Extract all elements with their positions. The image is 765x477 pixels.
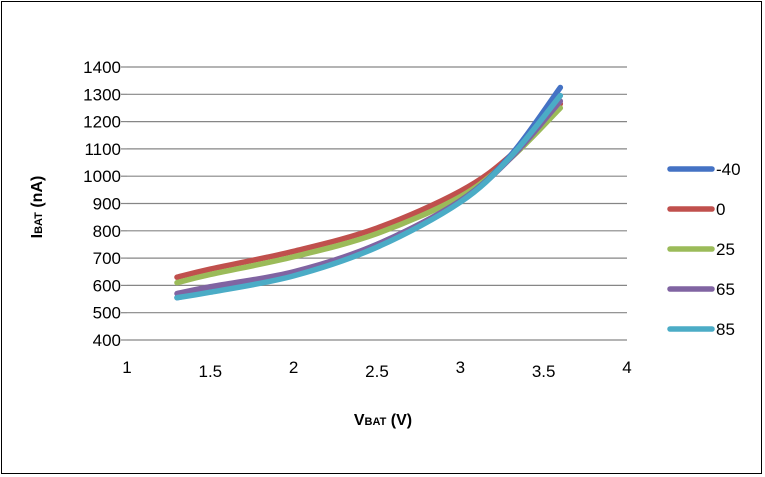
y-tick-label-700: 700 [93, 249, 121, 268]
y-tick-label-900: 900 [93, 195, 121, 214]
y-tick-label-600: 600 [93, 276, 121, 295]
legend-label-4: 85 [716, 320, 735, 339]
legend-label-0: -40 [716, 160, 741, 179]
x-tick-label-4: 3 [456, 358, 465, 377]
x-tick-label-2: 2 [289, 358, 298, 377]
x-axis-label: VBAT (V) [354, 412, 412, 429]
x-tick-label-6: 4 [622, 358, 631, 377]
series-line-4 [174, 92, 564, 301]
series-line-2 [174, 105, 564, 286]
y-tick-label-1100: 1100 [84, 140, 121, 159]
legend-label-2: 25 [716, 240, 735, 259]
y-axis-ticks: 400 500 600 700 800 900 1000 1100 1200 1300 1400 [83, 58, 121, 350]
y-tick-label-1200: 1200 [83, 113, 121, 132]
y-tick-label-1300: 1300 [83, 85, 121, 104]
y-tick-label-1400: 1400 [83, 58, 121, 77]
x-tick-label-1: 1.5 [199, 362, 223, 381]
legend: -40 0 25 65 85 [667, 160, 741, 339]
y-tick-label-1000: 1000 [83, 167, 121, 186]
x-tick-label-0: 1 [122, 358, 131, 377]
x-axis-ticks: 1 1.5 2 2.5 3 3.5 4 [122, 358, 631, 381]
x-tick-label-3: 2.5 [365, 362, 389, 381]
x-tick-label-5: 3.5 [532, 362, 556, 381]
y-tick-label-800: 800 [93, 222, 121, 241]
y-tick-label-400: 400 [93, 331, 121, 350]
y-axis-label: IBAT (nA) [29, 176, 46, 239]
legend-label-1: 0 [716, 200, 725, 219]
series-lines [174, 84, 564, 301]
legend-label-3: 65 [716, 280, 735, 299]
y-tick-label-500: 500 [93, 304, 121, 323]
